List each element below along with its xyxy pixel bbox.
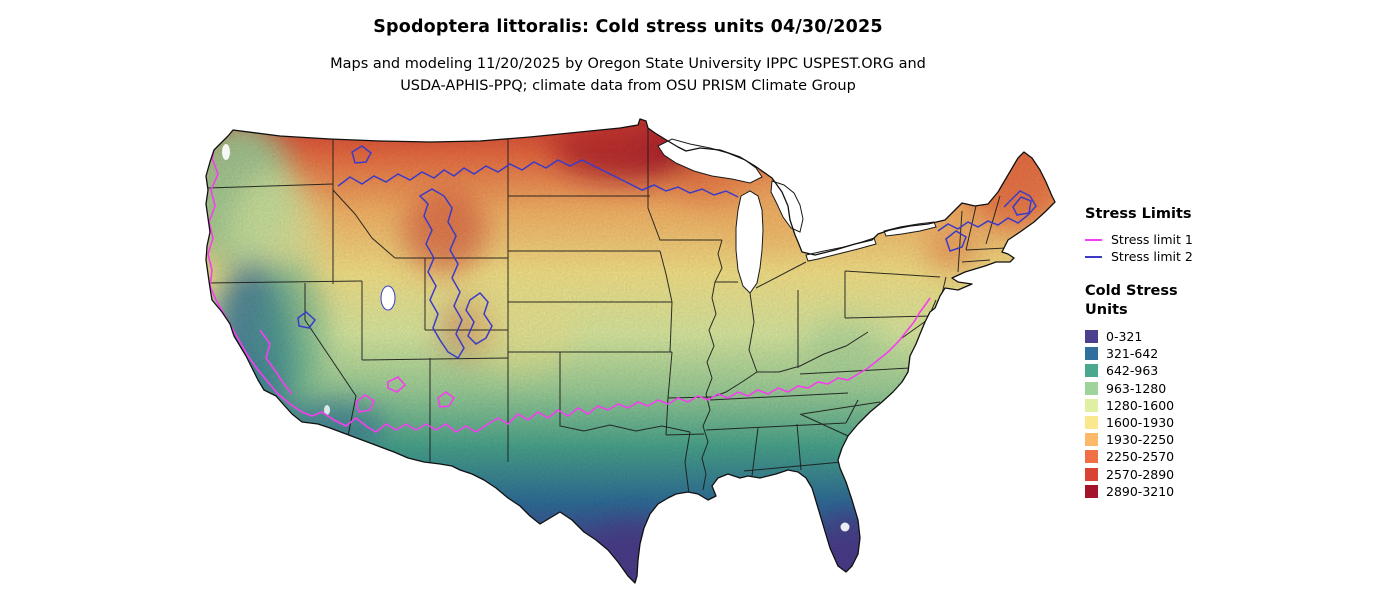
color-swatch: [1085, 484, 1098, 498]
legend-item-label: 1600-1930: [1106, 415, 1175, 431]
legend-item: 2250-2570: [1085, 448, 1305, 465]
color-swatch: [1085, 433, 1098, 447]
legend-item-label: 1280-1600: [1106, 397, 1175, 413]
color-swatch: [1085, 450, 1098, 464]
legend-panel: Stress Limits Stress limit 1 Stress limi…: [1085, 206, 1305, 500]
puget-sound: [222, 144, 230, 160]
salton-sea: [324, 405, 330, 415]
subtitle-line-1: Maps and modeling 11/20/2025 by Oregon S…: [330, 56, 926, 72]
cold-stress-raster: [206, 119, 1055, 583]
state-borders: [206, 128, 1007, 495]
color-swatch: [1085, 381, 1098, 395]
color-swatch: [1085, 398, 1098, 412]
stress-limit-2-label: Stress limit 2: [1111, 249, 1193, 264]
page-title: Spodoptera littoralis: Cold stress units…: [373, 17, 883, 37]
legend-item-label: 2570-2890: [1106, 466, 1175, 482]
legend-item-label: 2250-2570: [1106, 449, 1175, 465]
legend-item-label: 642-963: [1106, 363, 1159, 379]
lake-michigan: [735, 190, 764, 294]
legend-item-label: 2890-3210: [1106, 483, 1175, 499]
color-swatch: [1085, 416, 1098, 430]
color-swatch: [1085, 347, 1098, 361]
legend-item: 2890-3210: [1085, 483, 1305, 500]
legend-item-stress-limit-2: Stress limit 2: [1085, 248, 1305, 265]
cold-stress-units-heading-line-1: Cold Stress: [1085, 283, 1178, 299]
stress-limit-2-line-swatch: [1085, 255, 1102, 258]
legend-item: 0-321: [1085, 328, 1305, 345]
legend-item: 1600-1930: [1085, 414, 1305, 431]
lake-okeechobee: [840, 522, 850, 532]
cold-stress-units-heading-line-2: Units: [1085, 302, 1128, 318]
legend-item: 321-642: [1085, 345, 1305, 362]
legend-item-label: 963-1280: [1106, 380, 1167, 396]
lake-huron: [770, 180, 804, 233]
stress-limit-2-contour: [297, 145, 1037, 360]
legend-item: 1280-1600: [1085, 397, 1305, 414]
great-salt-lake: [380, 285, 396, 311]
legend-item: 2570-2890: [1085, 466, 1305, 483]
stress-limit-1-label: Stress limit 1: [1111, 232, 1193, 247]
us-outline: [205, 118, 1056, 584]
legend-item: 963-1280: [1085, 380, 1305, 397]
subtitle-line-2: USDA-APHIS-PPQ; climate data from OSU PR…: [400, 78, 856, 94]
color-swatch: [1085, 330, 1098, 344]
legend-item: 1930-2250: [1085, 431, 1305, 448]
legend-item-label: 1930-2250: [1106, 432, 1175, 448]
stress-limit-1-line-swatch: [1085, 238, 1102, 241]
color-swatch: [1085, 364, 1098, 378]
legend-item-label: 321-642: [1106, 346, 1159, 362]
color-swatch: [1085, 467, 1098, 481]
legend-item-label: 0-321: [1106, 329, 1143, 345]
stress-limit-1-contour: [207, 141, 931, 433]
legend-item: 642-963: [1085, 362, 1305, 379]
stress-limits-heading: Stress Limits: [1085, 206, 1192, 222]
cold-stress-units-heading: Cold Stress Units: [1085, 282, 1305, 320]
legend-item-stress-limit-1: Stress limit 1: [1085, 231, 1305, 248]
lake-ontario: [883, 221, 937, 237]
